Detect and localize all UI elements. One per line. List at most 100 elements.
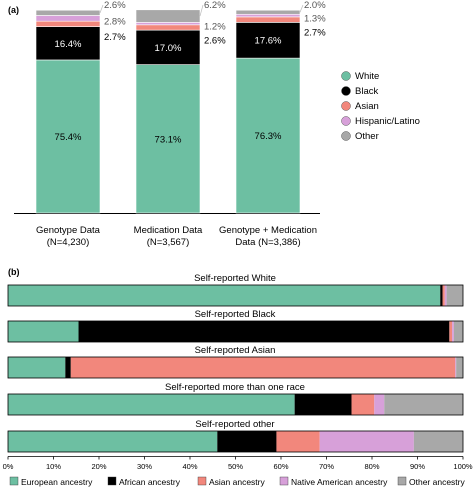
bar-native-american-ancestry-4 xyxy=(374,394,385,415)
legend-label-white: White xyxy=(355,71,379,82)
bar-other-ancestry-5 xyxy=(413,431,463,452)
legend-label-other: Other xyxy=(355,131,379,142)
legend-label-hispanic-latino: Hispanic/Latino xyxy=(355,116,420,127)
data-label-other-2: 6.2% xyxy=(204,0,226,11)
category-label-2-line-1: Medication Data xyxy=(134,225,203,236)
bar-european-ancestry-4 xyxy=(8,394,295,415)
bar-european-ancestry-5 xyxy=(8,431,218,452)
bar-other-ancestry-2 xyxy=(453,321,463,342)
x-tick-label-4: 40% xyxy=(182,462,197,471)
data-label-hispanic-latino-3: 1.3% xyxy=(304,14,326,25)
bar-asian-1 xyxy=(35,20,101,27)
legend-marker-other xyxy=(341,131,351,141)
panel-b-label: (b) xyxy=(8,267,20,277)
bar-other-2 xyxy=(135,9,201,23)
legend-marker-white xyxy=(341,71,351,81)
data-label-asian-3: 2.7% xyxy=(304,28,326,39)
bar-native-american-ancestry-3 xyxy=(455,357,457,378)
data-label-white-3: 76.3% xyxy=(255,131,282,142)
leader-line-other-3 xyxy=(299,4,304,13)
legend-label-european-ancestry: European ancestry xyxy=(21,477,93,487)
bar-outline-4 xyxy=(7,393,464,416)
data-label-black-3: 17.6% xyxy=(255,36,282,47)
legend-marker-asian-ancestry xyxy=(197,476,207,486)
bar-other-ancestry-1 xyxy=(446,285,463,306)
bar-european-ancestry-3 xyxy=(8,357,66,378)
row-title-4: Self-reported more than one race xyxy=(165,382,305,393)
data-label-white-1: 75.4% xyxy=(55,132,82,143)
legend-marker-black xyxy=(341,86,351,96)
data-label-other-1: 2.6% xyxy=(104,0,126,11)
bar-african-ancestry-5 xyxy=(217,431,277,452)
legend-label-african-ancestry: African ancestry xyxy=(119,477,181,487)
bar-hispanic-latino-1 xyxy=(35,15,101,22)
row-title-1: Self-reported White xyxy=(194,273,276,284)
legend-label-asian: Asian xyxy=(355,101,379,112)
category-label-2-line-2: (N=3,567) xyxy=(147,237,190,248)
row-title-3: Self-reported Asian xyxy=(195,345,276,356)
data-label-asian-1: 2.7% xyxy=(104,32,126,43)
bar-black-2 xyxy=(135,29,201,65)
category-label-1-line-2: (N=4,230) xyxy=(47,237,90,248)
x-tick-label-1: 10% xyxy=(46,462,61,471)
bar-european-ancestry-1 xyxy=(8,285,441,306)
bar-hispanic-latino-2 xyxy=(135,22,201,26)
bar-hispanic-latino-3 xyxy=(235,13,301,18)
bar-other-3 xyxy=(235,9,301,15)
row-title-2: Self-reported Black xyxy=(195,309,276,320)
data-label-white-2: 73.1% xyxy=(155,134,182,145)
legend-marker-other-ancestry xyxy=(397,476,407,486)
bar-outline-3 xyxy=(7,356,464,379)
x-tick-label-0: 0% xyxy=(3,462,14,471)
bar-african-ancestry-4 xyxy=(294,394,352,415)
data-label-hispanic-latino-2: 1.2% xyxy=(204,22,226,33)
category-label-1-line-1: Genotype Data xyxy=(36,225,101,236)
x-tick-label-8: 80% xyxy=(364,462,379,471)
bar-native-american-ancestry-5 xyxy=(319,431,414,452)
data-label-black-1: 16.4% xyxy=(55,39,82,50)
legend-label-black: Black xyxy=(355,86,378,97)
legend-marker-hispanic-latino xyxy=(341,116,351,126)
bar-outline-1 xyxy=(7,284,464,307)
bar-black-3 xyxy=(235,22,301,59)
x-tick-label-6: 60% xyxy=(273,462,288,471)
legend-label-native-american-ancestry: Native American ancestry xyxy=(291,477,388,487)
bar-african-ancestry-2 xyxy=(78,321,450,342)
panel-a-label: (a) xyxy=(8,5,19,15)
chart-b-ancestry-bars: Self-reported White Self-reported Black Se… xyxy=(3,273,473,487)
data-label-other-3: 2.0% xyxy=(304,0,326,11)
x-tick-label-2: 20% xyxy=(91,462,106,471)
bar-european-ancestry-2 xyxy=(8,321,79,342)
data-label-asian-2: 2.6% xyxy=(204,35,226,46)
x-tick-label-3: 30% xyxy=(137,462,152,471)
legend-marker-asian xyxy=(341,101,351,111)
chart-a-stacked-bars: 75.4% 16.4% 2.7% 2.8% 2.6% Genotype Data(N=4,… xyxy=(14,0,420,248)
bar-asian-ancestry-1 xyxy=(442,285,445,306)
bar-asian-3 xyxy=(235,16,301,23)
bar-native-american-ancestry-1 xyxy=(444,285,447,306)
legend-label-asian-ancestry: Asian ancestry xyxy=(209,477,265,487)
x-tick-label-5: 50% xyxy=(228,462,243,471)
bar-other-1 xyxy=(35,9,101,16)
bar-asian-ancestry-3 xyxy=(70,357,456,378)
bar-outline-2 xyxy=(7,320,464,343)
leader-line-other-2 xyxy=(199,4,204,17)
bar-other-ancestry-3 xyxy=(456,357,463,378)
bar-african-ancestry-1 xyxy=(440,285,443,306)
row-title-5: Self-reported other xyxy=(195,419,274,430)
bar-outline-5 xyxy=(7,430,464,453)
x-tick-label-10: 100% xyxy=(453,462,473,471)
bar-asian-ancestry-4 xyxy=(351,394,375,415)
x-tick-label-7: 70% xyxy=(319,462,334,471)
legend-marker-native-american-ancestry xyxy=(279,476,289,486)
leader-line-other-1 xyxy=(99,4,104,13)
bar-native-american-ancestry-2 xyxy=(452,321,454,342)
bar-white-1 xyxy=(35,59,101,214)
category-label-3-line-2: Data (N=3,386) xyxy=(235,237,300,248)
data-label-black-2: 17.0% xyxy=(155,43,182,54)
bar-asian-2 xyxy=(135,24,201,31)
bar-asian-ancestry-5 xyxy=(276,431,320,452)
category-label-3-line-1: Genotype + Medication xyxy=(219,225,317,236)
legend-marker-african-ancestry xyxy=(107,476,117,486)
